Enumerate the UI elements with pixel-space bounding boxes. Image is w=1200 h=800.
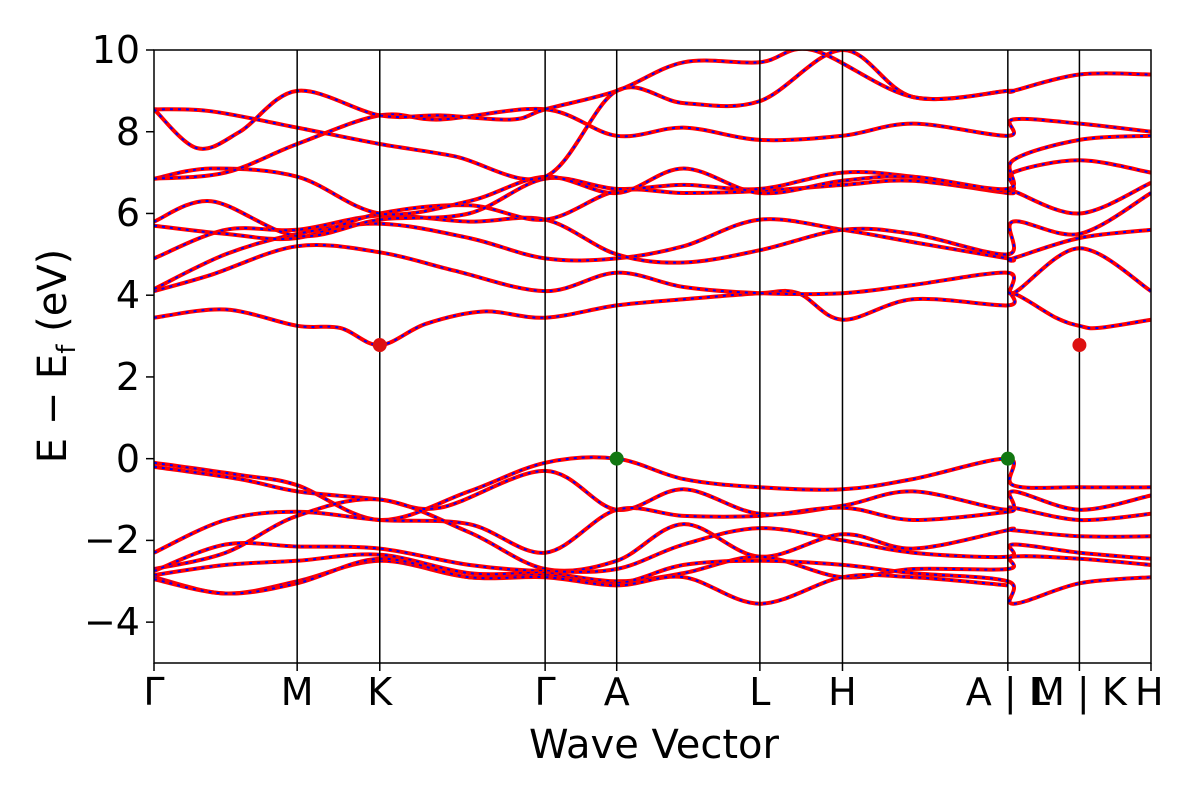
band-line-blue-13 (154, 498, 1151, 572)
band-line-blue-12 (154, 506, 1151, 554)
band-line-red-5 (154, 158, 1151, 239)
axis-ticks-layer (146, 49, 1152, 671)
extrema-points-layer (372, 338, 1087, 466)
cbm-point-1 (1072, 338, 1087, 353)
x-tick-label: L (749, 670, 771, 714)
x-tick-label: Γ (143, 670, 165, 714)
y-tick-label: 10 (91, 28, 140, 72)
cbm-point-0 (372, 338, 387, 353)
y-axis-label-unit: (eV) (30, 248, 76, 345)
band-line-red-6 (154, 133, 1151, 217)
x-tick-label: H (1135, 670, 1164, 714)
x-tick-label: M (280, 670, 314, 714)
vbm-point-0 (609, 451, 624, 466)
y-axis-label-sub: f (52, 344, 82, 354)
x-tick-label: A | L (965, 670, 1050, 714)
band-line-blue-15 (154, 553, 1151, 583)
x-tick-label: A (603, 670, 630, 714)
band-line-blue-3 (154, 192, 1151, 264)
x-tick-label: K (367, 670, 393, 714)
band-line-blue-2 (154, 218, 1151, 290)
y-tick-label: 0 (115, 436, 140, 481)
band-line-blue-10 (154, 456, 1151, 522)
x-axis-label: Wave Vector (529, 722, 779, 768)
y-tick-label: 2 (115, 354, 140, 399)
band-line-blue-5 (154, 159, 1151, 238)
kpoint-lines-layer (296, 50, 1081, 663)
x-tick-label: M | K (1032, 670, 1127, 714)
y-tick-label: 4 (115, 273, 140, 318)
y-tick-label: −2 (83, 518, 140, 563)
x-tick-label: Γ (534, 670, 556, 714)
plot-frame (153, 49, 1152, 664)
band-line-blue-0 (154, 289, 1151, 347)
y-axis-label-main: E − E (30, 353, 76, 464)
band-line-red-14 (154, 526, 1151, 574)
y-tick-label: 8 (115, 109, 140, 154)
y-axis-label: E − Ef (eV) (30, 249, 82, 464)
band-line-red-8 (154, 50, 1151, 182)
bands-layer (154, 50, 1151, 606)
y-tick-label: −4 (83, 600, 140, 645)
band-line-red-0 (154, 288, 1151, 348)
band-line-red-7 (154, 106, 1151, 181)
band-line-blue-6 (154, 134, 1151, 216)
y-tick-label: 6 (115, 191, 140, 236)
band-line-blue-7 (154, 107, 1151, 180)
band-line-blue-14 (154, 527, 1151, 573)
band-line-blue-8 (154, 50, 1151, 181)
x-tick-label: H (828, 670, 857, 714)
band-line-red-11 (154, 464, 1151, 517)
vbm-point-1 (1000, 451, 1015, 466)
band-line-blue-1 (154, 243, 1151, 296)
band-line-red-17 (154, 556, 1008, 606)
